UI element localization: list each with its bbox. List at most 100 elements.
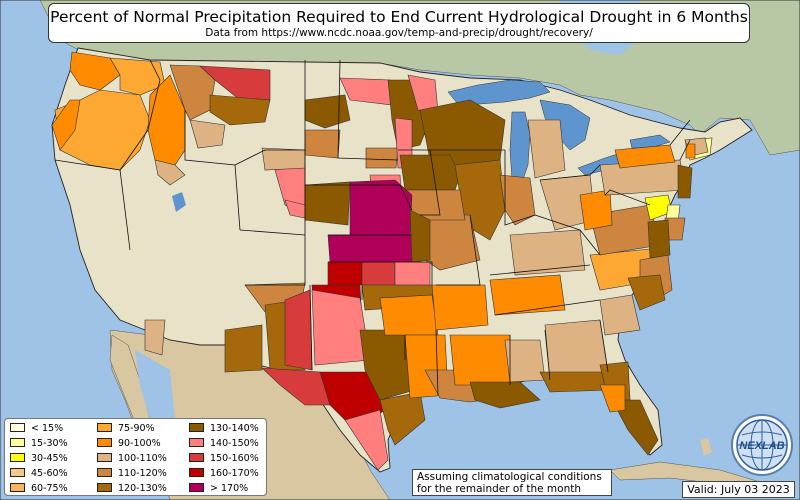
assumption-note: Assuming climatological conditions for t… (412, 469, 612, 496)
legend-swatch (189, 468, 204, 477)
legend-item: > 170% (189, 482, 248, 495)
great-salt-lake (172, 192, 186, 212)
region-arizona-east (224, 324, 263, 373)
page-title: Percent of Normal Precipitation Required… (50, 8, 748, 26)
legend-swatch (189, 483, 204, 492)
region-oklahoma-panhandle (327, 261, 363, 286)
region-kansas (327, 234, 413, 263)
region-alabama (504, 339, 546, 383)
logo-text: NEXLAB (739, 440, 784, 452)
region-kansas-east (409, 209, 431, 263)
legend-swatch (189, 453, 204, 462)
region-new-york (614, 144, 676, 169)
page-subtitle: Data from https://www.ncdc.noaa.gov/temp… (205, 27, 593, 39)
region-mississippi (449, 334, 511, 386)
legend-label: 150-160% (210, 453, 259, 464)
region-ar-ne-tx (379, 294, 439, 336)
region-oklahoma (361, 261, 396, 286)
region-ri (685, 143, 696, 159)
legend-swatch (97, 423, 112, 432)
legend-label: 60-75% (31, 483, 68, 494)
legend-swatch (97, 438, 112, 447)
legend-label: 15-30% (31, 438, 68, 449)
legend-item: 120-130% (97, 482, 167, 495)
region-tennessee (489, 274, 566, 316)
region-sd (304, 129, 341, 159)
legend-label: 30-45% (31, 453, 68, 464)
region-florida (611, 399, 659, 456)
legend-label: 100-110% (118, 453, 167, 464)
drought-regions (51, 51, 713, 471)
region-arkansas (431, 284, 489, 331)
note-line-1: Assuming climatological conditions (417, 471, 602, 483)
legend-item: 30-45% (10, 452, 68, 465)
legend-item: 15-30% (10, 437, 68, 450)
legend-item: 140-150% (189, 437, 259, 450)
legend-swatch (97, 483, 112, 492)
region-south-carolina (599, 294, 641, 336)
legend-item: 150-160% (189, 452, 259, 465)
legend-item: 45-60% (10, 467, 68, 480)
legend-label: 45-60% (31, 468, 68, 479)
region-montana-south (209, 94, 271, 126)
legend-swatch (10, 438, 25, 447)
lake-michigan (509, 111, 531, 189)
legend-swatch (10, 468, 25, 477)
legend-swatch (10, 453, 25, 462)
legend-label: 120-130% (118, 483, 167, 494)
legend-item: 60-75% (10, 482, 68, 495)
legend-label: > 170% (210, 483, 249, 494)
region-nm-east (284, 289, 313, 371)
legend-swatch (97, 468, 112, 477)
region-sd-east (365, 147, 399, 169)
region-oklahoma-east (394, 261, 431, 286)
legend-swatch (189, 438, 204, 447)
region-oregon-coast (51, 99, 81, 151)
legend-label: 75-90% (118, 423, 155, 434)
region-idaho-south (154, 159, 186, 186)
region-georgia (544, 319, 609, 381)
legend-swatch (10, 423, 25, 432)
legend-item: < 15% (10, 422, 63, 435)
region-florida-mid (599, 384, 626, 413)
region-nj (677, 164, 693, 199)
valid-date-label: Valid: July 03 2023 (682, 481, 795, 498)
region-wyoming-nw (189, 119, 226, 149)
legend-item: 90-100% (97, 437, 161, 450)
region-arizona-se (144, 319, 166, 356)
legend-label: 90-100% (118, 438, 161, 449)
globe-icon: NEXLAB (731, 414, 793, 476)
legend-item: 100-110% (97, 452, 167, 465)
region-idaho (147, 74, 186, 166)
legend-label: 140-150% (210, 438, 259, 449)
legend-swatch (97, 453, 112, 462)
region-texas-west (261, 367, 331, 406)
region-gulf-coast (469, 381, 541, 409)
legend-item: 130-140% (189, 422, 259, 435)
note-line-2: for the remainder of the month (417, 483, 582, 495)
bahamas (700, 438, 712, 456)
region-michigan (527, 119, 566, 179)
legend-swatch (10, 483, 25, 492)
legend-swatch (189, 423, 204, 432)
legend-label: < 15% (31, 423, 64, 434)
region-nebraska (349, 179, 413, 236)
state-borders (54, 59, 691, 396)
region-indiana (499, 174, 536, 226)
region-kentucky (509, 229, 586, 276)
region-colorado (261, 147, 306, 171)
region-virginia-coast (647, 219, 671, 259)
region-iowa (399, 154, 461, 191)
legend-item: 110-120% (97, 467, 167, 480)
region-oregon (54, 89, 151, 171)
title-box: Percent of Normal Precipitation Required… (48, 3, 750, 43)
region-texas-south (344, 409, 389, 471)
region-colorado-ne (304, 181, 351, 226)
legend-label: 110-120% (118, 468, 167, 479)
legend-label: 130-140% (210, 423, 259, 434)
legend: < 15% 15-30% 30-45% 45-60% 60-75% 75-90%… (4, 418, 267, 496)
region-west-virginia (579, 189, 613, 231)
legend-item: 160-170% (189, 467, 259, 480)
region-sc-coast (627, 274, 666, 311)
